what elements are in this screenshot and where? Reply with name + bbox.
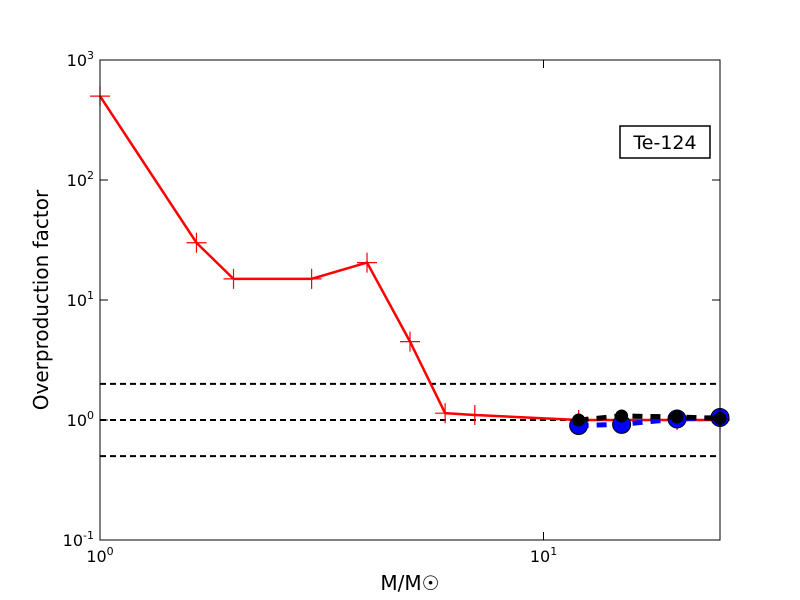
marker	[186, 232, 207, 253]
marker	[464, 405, 485, 426]
y-tick-label: 103	[67, 49, 94, 70]
plot-frame	[99, 59, 721, 541]
marker	[301, 268, 322, 289]
y-tick-label: 100	[67, 409, 94, 430]
y-tick-label: 102	[67, 169, 94, 190]
x-axis-label: M/M☉	[380, 571, 439, 595]
marker	[223, 268, 244, 289]
marker	[615, 409, 629, 423]
marker	[400, 331, 420, 352]
x-tick-label: 101	[530, 545, 557, 566]
y-tick-label: 10-1	[63, 529, 94, 550]
marker	[435, 403, 456, 424]
annotation: Te-124	[632, 132, 696, 154]
series-line	[578, 414, 721, 428]
marker	[357, 252, 378, 273]
series-line	[578, 413, 721, 423]
x-tick-label: 100	[86, 545, 113, 566]
annotation-box	[619, 125, 711, 159]
marker	[572, 413, 586, 427]
marker	[670, 410, 684, 424]
y-axis-label: Overproduction factor	[29, 189, 53, 410]
y-tick-label: 101	[67, 289, 94, 310]
